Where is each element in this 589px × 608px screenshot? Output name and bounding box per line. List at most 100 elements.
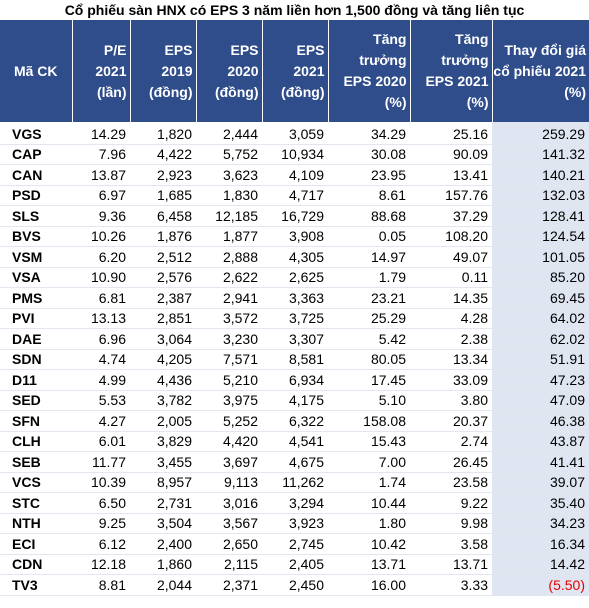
cell-growth-2021: 13.34 <box>410 349 492 370</box>
cell-price-change: 69.45 <box>492 287 589 309</box>
cell-code: TV3 <box>0 574 72 596</box>
cell-pe: 10.39 <box>72 472 130 493</box>
cell-eps-2020: 2,888 <box>196 246 262 268</box>
cell-growth-2021: 23.58 <box>410 472 492 493</box>
cell-code: SFN <box>0 410 72 432</box>
cell-growth-2021: 90.09 <box>410 144 492 165</box>
cell-eps-2019: 3,829 <box>130 431 196 452</box>
cell-growth-2020: 30.08 <box>328 144 410 165</box>
cell-code: VGS <box>0 122 72 145</box>
cell-price-change: 132.03 <box>492 185 589 206</box>
cell-price-change: 46.38 <box>492 410 589 432</box>
table-row: SLS 9.36 6,458 12,185 16,729 88.68 37.29 128.41 <box>0 205 589 227</box>
cell-growth-2020: 0.05 <box>328 226 410 247</box>
cell-eps-2020: 4,420 <box>196 431 262 452</box>
table-row: PSD 6.97 1,685 1,830 4,717 8.61 157.76 132.03 <box>0 185 589 206</box>
cell-eps-2019: 1,876 <box>130 226 196 247</box>
cell-price-change: 34.23 <box>492 513 589 534</box>
cell-eps-2020: 3,697 <box>196 451 262 473</box>
cell-code: NTH <box>0 513 72 534</box>
cell-eps-2021: 4,175 <box>262 390 328 411</box>
cell-eps-2019: 2,005 <box>130 410 196 432</box>
cell-growth-2020: 25.29 <box>328 308 410 329</box>
cell-code: SEB <box>0 451 72 473</box>
cell-growth-2020: 10.42 <box>328 533 410 555</box>
cell-eps-2020: 3,975 <box>196 390 262 411</box>
cell-eps-2019: 2,400 <box>130 533 196 555</box>
cell-growth-2021: 20.37 <box>410 410 492 432</box>
cell-price-change: 128.41 <box>492 205 589 227</box>
cell-pe: 6.96 <box>72 328 130 350</box>
cell-eps-2021: 3,923 <box>262 513 328 534</box>
cell-eps-2020: 5,210 <box>196 369 262 391</box>
cell-eps-2019: 2,576 <box>130 267 196 288</box>
cell-price-change: 47.09 <box>492 390 589 411</box>
cell-eps-2019: 2,851 <box>130 308 196 329</box>
cell-growth-2021: 3.58 <box>410 533 492 555</box>
table-row: CAP 7.96 4,422 5,752 10,934 30.08 90.09 141.32 <box>0 144 589 165</box>
cell-eps-2019: 2,387 <box>130 287 196 309</box>
table-row: CLH 6.01 3,829 4,420 4,541 15.43 2.74 43.87 <box>0 431 589 452</box>
table-row: VCS 10.39 8,957 9,113 11,262 1.74 23.58 39.07 <box>0 472 589 493</box>
cell-eps-2021: 2,405 <box>262 554 328 575</box>
cell-growth-2020: 1.79 <box>328 267 410 288</box>
cell-growth-2021: 0.11 <box>410 267 492 288</box>
cell-price-change: 259.29 <box>492 122 589 145</box>
cell-growth-2020: 13.71 <box>328 554 410 575</box>
cell-eps-2021: 4,541 <box>262 431 328 452</box>
table-row: TV3 8.81 2,044 2,371 2,450 16.00 3.33 (5.50) <box>0 574 589 596</box>
cell-code: VCS <box>0 472 72 493</box>
header-growth-2020: Tăng trưởng EPS 2020 (%) <box>328 20 411 122</box>
cell-growth-2021: 26.45 <box>410 451 492 473</box>
cell-price-change: 39.07 <box>492 472 589 493</box>
cell-growth-2021: 13.41 <box>410 164 492 186</box>
cell-growth-2021: 157.76 <box>410 185 492 206</box>
cell-eps-2020: 2,115 <box>196 554 262 575</box>
cell-eps-2020: 2,941 <box>196 287 262 309</box>
cell-eps-2021: 2,450 <box>262 574 328 596</box>
cell-eps-2021: 10,934 <box>262 144 328 165</box>
table-row: VGS 14.29 1,820 2,444 3,059 34.29 25.16 259.29 <box>0 122 589 145</box>
cell-eps-2019: 3,064 <box>130 328 196 350</box>
header-eps-2019: EPS 2019 (đồng) <box>130 20 197 122</box>
cell-eps-2020: 1,877 <box>196 226 262 247</box>
table-row: SFN 4.27 2,005 5,252 6,322 158.08 20.37 46.38 <box>0 410 589 432</box>
table-row: SED 5.53 3,782 3,975 4,175 5.10 3.80 47.09 <box>0 390 589 411</box>
cell-eps-2020: 2,650 <box>196 533 262 555</box>
cell-pe: 7.96 <box>72 144 130 165</box>
cell-growth-2020: 80.05 <box>328 349 410 370</box>
cell-growth-2021: 37.29 <box>410 205 492 227</box>
header-eps-2021: EPS 2021 (đồng) <box>262 20 329 122</box>
cell-pe: 9.36 <box>72 205 130 227</box>
cell-eps-2019: 2,731 <box>130 492 196 514</box>
cell-growth-2021: 9.98 <box>410 513 492 534</box>
cell-growth-2020: 23.21 <box>328 287 410 309</box>
table-row: D11 4.99 4,436 5,210 6,934 17.45 33.09 47.23 <box>0 369 589 391</box>
cell-pe: 10.26 <box>72 226 130 247</box>
cell-eps-2021: 3,059 <box>262 122 328 145</box>
cell-pe: 12.18 <box>72 554 130 575</box>
cell-code: VSA <box>0 267 72 288</box>
cell-growth-2020: 1.74 <box>328 472 410 493</box>
cell-eps-2021: 4,717 <box>262 185 328 206</box>
cell-code: CAN <box>0 164 72 186</box>
cell-eps-2021: 3,725 <box>262 308 328 329</box>
table-row: DAE 6.96 3,064 3,230 3,307 5.42 2.38 62.02 <box>0 328 589 350</box>
cell-price-change: 101.05 <box>492 246 589 268</box>
cell-eps-2019: 4,422 <box>130 144 196 165</box>
cell-growth-2021: 14.35 <box>410 287 492 309</box>
cell-price-change: 51.91 <box>492 349 589 370</box>
cell-growth-2020: 23.95 <box>328 164 410 186</box>
cell-price-change: 64.02 <box>492 308 589 329</box>
header-price-change-2021: Thay đổi giá cổ phiếu 2021 (%) <box>492 20 589 122</box>
header-growth-2021: Tăng trưởng EPS 2021 (%) <box>410 20 493 122</box>
cell-eps-2019: 4,436 <box>130 369 196 391</box>
cell-eps-2020: 7,571 <box>196 349 262 370</box>
cell-eps-2019: 3,455 <box>130 451 196 473</box>
cell-eps-2021: 3,908 <box>262 226 328 247</box>
table-row: SEB 11.77 3,455 3,697 4,675 7.00 26.45 41.41 <box>0 451 589 473</box>
table-row: NTH 9.25 3,504 3,567 3,923 1.80 9.98 34.23 <box>0 513 589 534</box>
cell-price-change: 124.54 <box>492 226 589 247</box>
cell-eps-2019: 2,923 <box>130 164 196 186</box>
cell-eps-2020: 9,113 <box>196 472 262 493</box>
